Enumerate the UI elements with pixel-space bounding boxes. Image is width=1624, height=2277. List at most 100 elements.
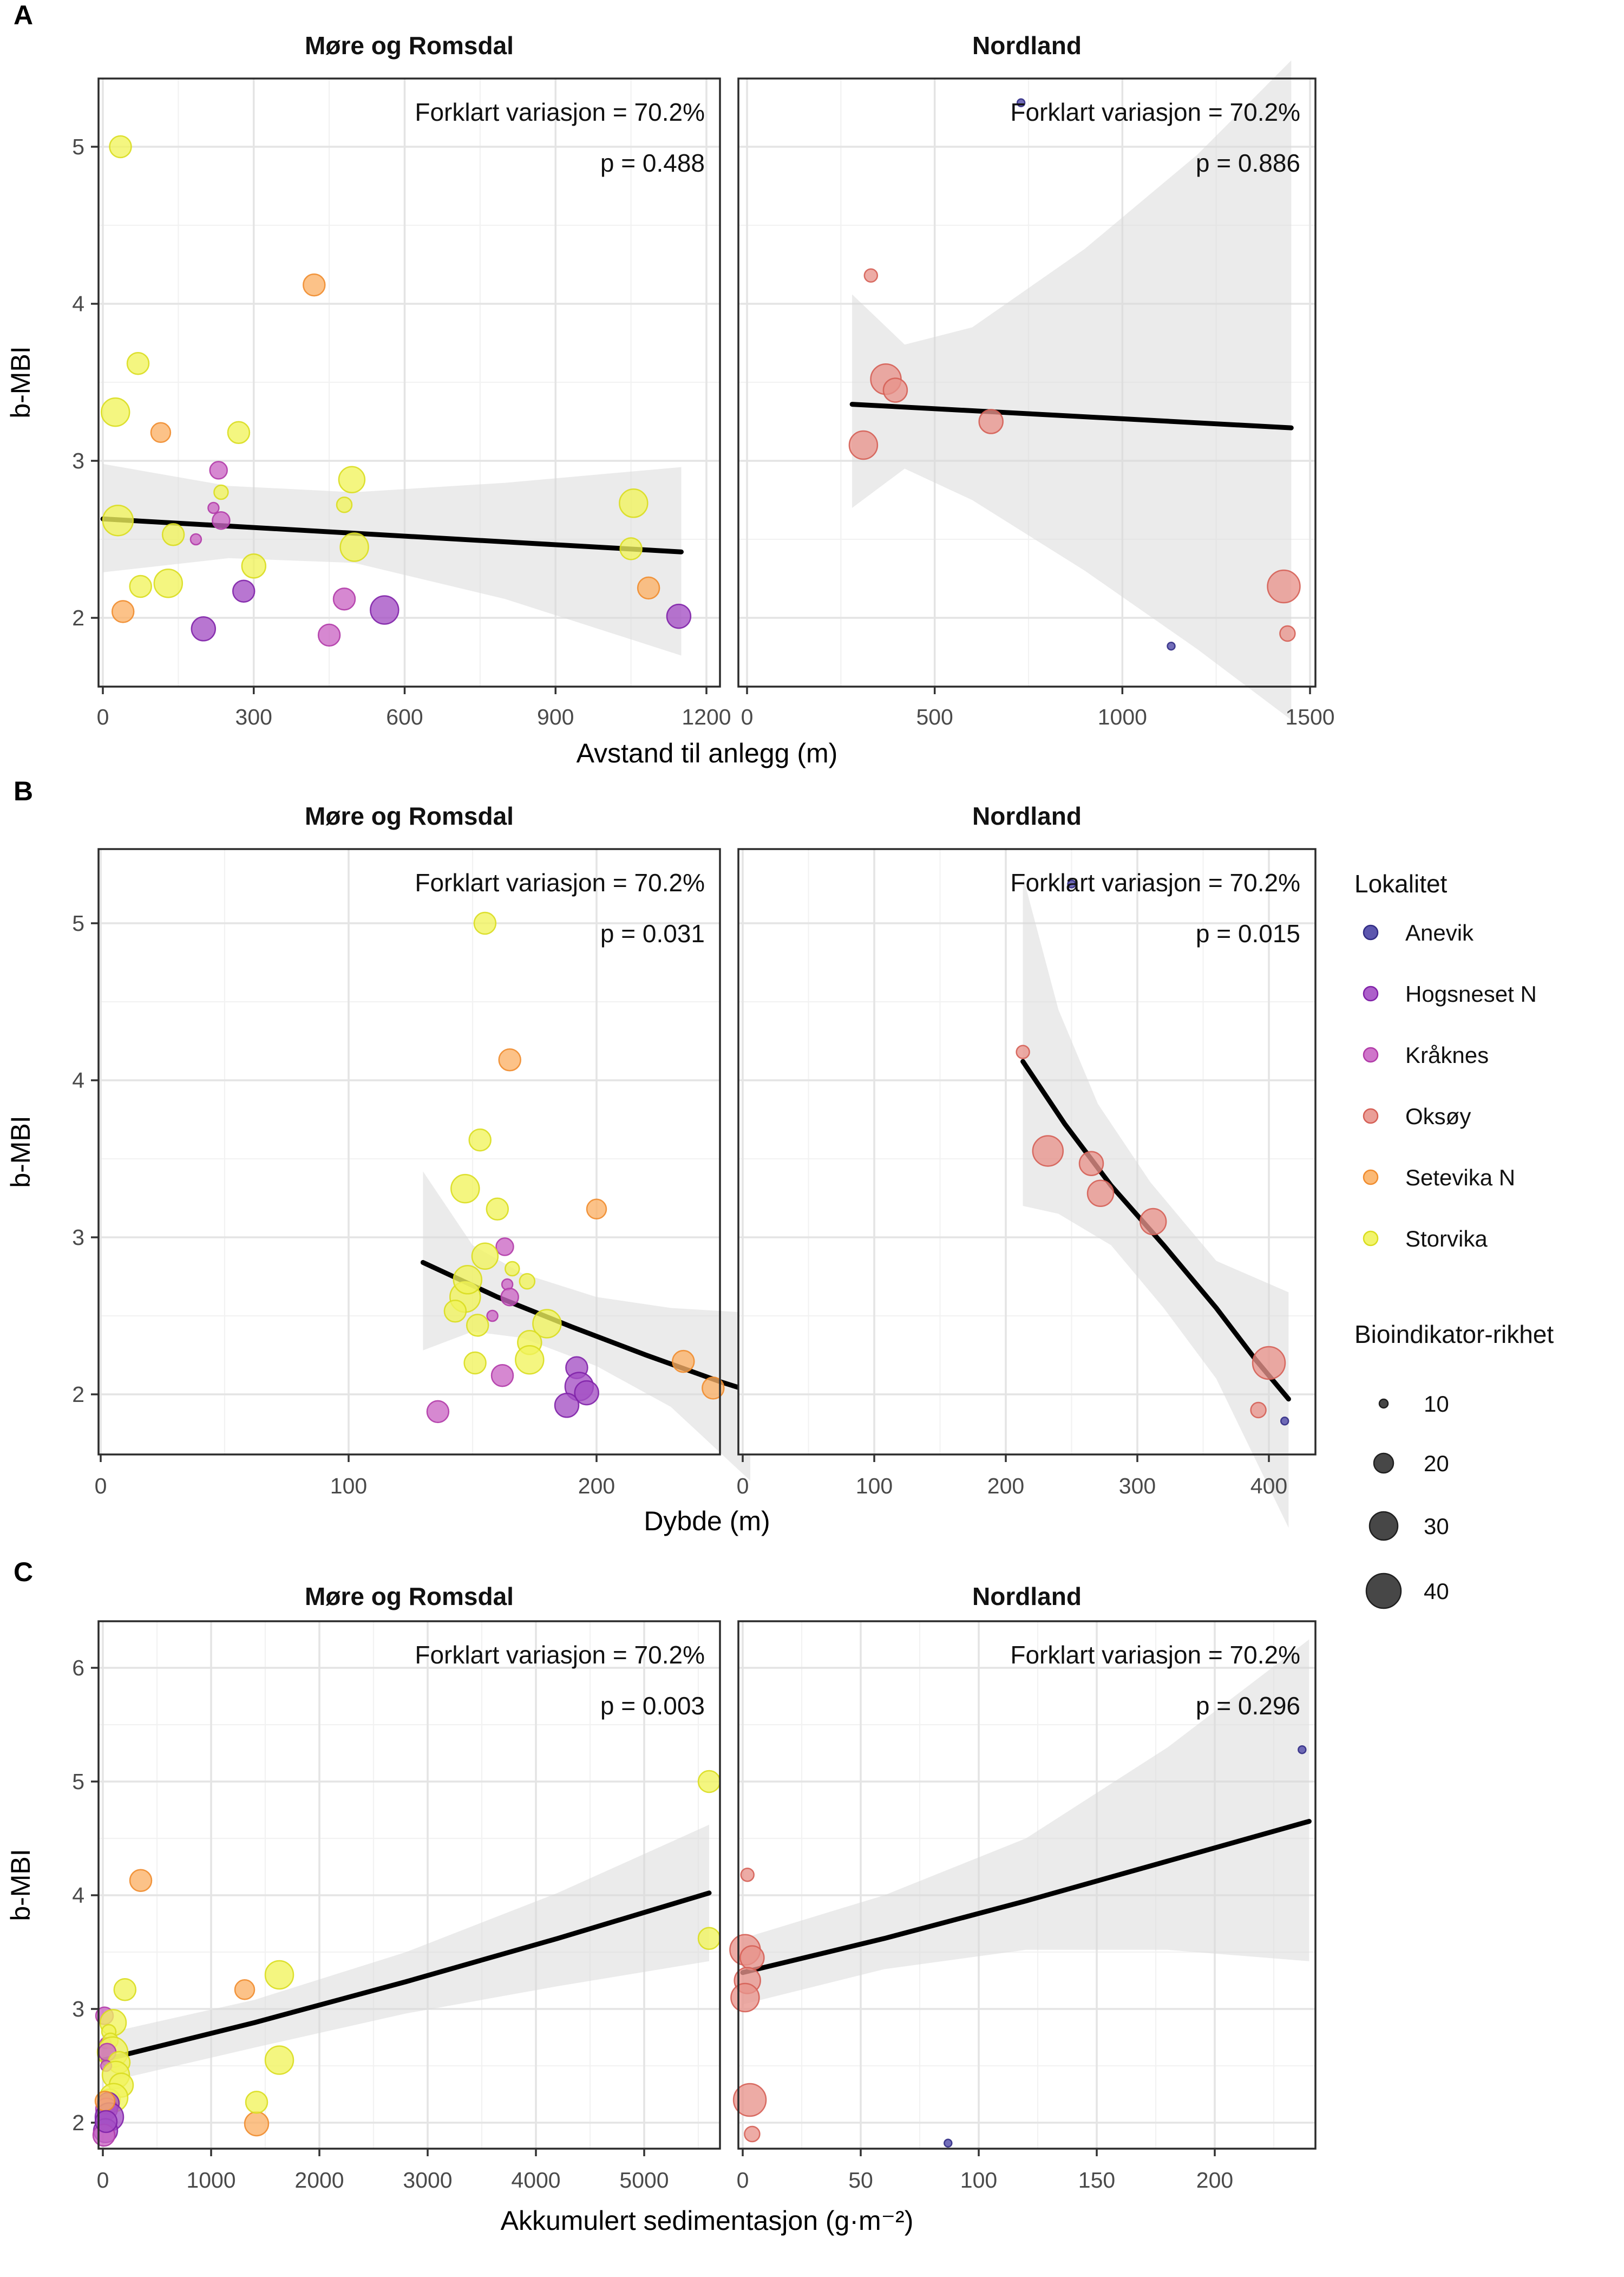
legend-item-anevik: Anevik xyxy=(1363,920,1474,945)
data-point-hogsneset xyxy=(554,1393,580,1418)
data-point-storvika xyxy=(126,351,150,375)
data-point-setevika xyxy=(234,1979,256,2000)
data-point-storvika xyxy=(519,1273,536,1290)
legend-item-label: Storvika xyxy=(1405,1226,1488,1251)
data-point-storvika xyxy=(515,1345,545,1375)
legend-item-label: Anevik xyxy=(1405,920,1474,945)
legend-key-dot-oksoy xyxy=(1363,1108,1379,1124)
annotation-pvalue: p = 0.296 xyxy=(1196,1692,1300,1720)
data-point-kraknes xyxy=(212,511,231,530)
data-point-oksoy xyxy=(739,1945,765,1971)
data-point-oksoy xyxy=(1252,1346,1286,1380)
legend-item-hogsneset: Hogsneset N xyxy=(1363,981,1537,1007)
data-point-storvika xyxy=(532,1309,562,1339)
x-tick-label: 900 xyxy=(537,704,574,729)
legend-item-setevika: Setevika N xyxy=(1363,1165,1515,1190)
y-tick-label: 5 xyxy=(72,134,84,159)
legend-item-label: Oksøy xyxy=(1405,1104,1471,1129)
size-legend-item-label: 20 xyxy=(1424,1451,1449,1476)
y-axis-title-B: b-MBI xyxy=(5,1115,36,1188)
data-point-oksoy xyxy=(1139,1208,1167,1236)
legend-key-dot-kraknes xyxy=(1363,1047,1379,1063)
size-legend-item-30: 30 xyxy=(1368,1511,1449,1541)
x-tick-label: 50 xyxy=(848,2168,873,2193)
x-axis-title-B: Dybde (m) xyxy=(644,1506,770,1536)
panel-border xyxy=(97,1620,721,2150)
annotation-variance: Forklart variasjon = 70.2% xyxy=(415,98,705,126)
x-tick-label: 0 xyxy=(95,1473,107,1498)
y-tick-label: 4 xyxy=(72,1068,84,1093)
data-point-storvika xyxy=(339,532,369,562)
data-point-hogsneset xyxy=(574,1380,599,1406)
annotation-variance: Forklart variasjon = 70.2% xyxy=(1010,1641,1300,1669)
data-point-storvika xyxy=(100,397,130,427)
legend-item-storvika: Storvika xyxy=(1363,1226,1488,1251)
data-point-storvika xyxy=(153,568,184,598)
x-tick-label: 400 xyxy=(1250,1473,1287,1498)
panel-border xyxy=(97,848,721,1456)
legend-item-oksoy: Oksøy xyxy=(1363,1104,1471,1129)
data-point-storvika xyxy=(336,496,353,513)
legend-key-dot-storvika xyxy=(1363,1230,1379,1247)
regression-line xyxy=(740,1819,1312,1975)
data-point-kraknes xyxy=(332,587,356,611)
data-point-storvika xyxy=(109,135,132,159)
data-point-storvika xyxy=(443,1300,467,1323)
y-axis-title-C: b-MBI xyxy=(5,1849,36,1921)
data-point-oksoy xyxy=(1279,625,1296,642)
data-point-oksoy xyxy=(1267,569,1301,604)
y-tick-label: 6 xyxy=(72,1655,84,1680)
data-point-hogsneset xyxy=(666,603,692,629)
y-tick-label: 2 xyxy=(72,1382,84,1407)
y-tick-label: 3 xyxy=(72,448,84,473)
data-point-storvika xyxy=(619,537,643,560)
size-legend-key-circle xyxy=(1365,1573,1402,1609)
x-tick-label: 1500 xyxy=(1285,704,1334,729)
y-tick-label: 5 xyxy=(72,911,84,936)
data-point-oksoy xyxy=(978,409,1004,434)
data-point-storvika xyxy=(241,553,267,579)
data-point-storvika xyxy=(619,488,649,518)
regression-line xyxy=(100,1890,712,2063)
data-point-oksoy xyxy=(863,268,879,283)
x-tick-label: 100 xyxy=(960,2168,997,2193)
x-tick-label: 200 xyxy=(1196,2168,1233,2193)
panel-border xyxy=(737,77,1317,688)
x-tick-label: 0 xyxy=(97,704,109,729)
y-tick-label: 3 xyxy=(72,1997,84,2021)
x-tick-label: 1200 xyxy=(682,704,731,729)
x-tick-label: 100 xyxy=(330,1473,367,1498)
data-point-kraknes xyxy=(486,1309,499,1322)
data-point-storvika xyxy=(227,421,251,445)
data-point-setevika xyxy=(672,1349,695,1373)
facet-title-B-left: Møre og Romsdal xyxy=(305,802,514,830)
data-point-storvika xyxy=(450,1173,480,1204)
data-point-kraknes xyxy=(189,533,202,546)
data-point-oksoy xyxy=(848,430,879,460)
data-point-oksoy xyxy=(1250,1401,1267,1419)
y-tick-label: 5 xyxy=(72,1769,84,1794)
annotation-pvalue: p = 0.488 xyxy=(600,149,705,177)
data-point-hogsneset xyxy=(94,2110,118,2134)
data-point-anevik xyxy=(1067,879,1076,889)
data-point-storvika xyxy=(102,504,134,537)
data-point-anevik xyxy=(1280,1417,1289,1426)
data-point-hogsneset xyxy=(191,616,217,642)
annotation-variance: Forklart variasjon = 70.2% xyxy=(1010,98,1300,126)
data-point-storvika xyxy=(697,1927,721,1950)
panel-border xyxy=(97,77,721,688)
data-point-kraknes xyxy=(207,501,220,514)
data-point-storvika xyxy=(463,1351,487,1375)
y-tick-label: 3 xyxy=(72,1225,84,1250)
data-point-oksoy xyxy=(1016,1045,1030,1060)
x-tick-label: 1000 xyxy=(1098,704,1147,729)
size-legend-item-20: 20 xyxy=(1373,1451,1449,1476)
data-point-oksoy xyxy=(732,2083,767,2117)
data-point-storvika xyxy=(113,1978,137,2001)
y-tick-label: 4 xyxy=(72,291,84,316)
panel-B-right: Forklart variasjon = 70.2% p = 0.015 0 100 2… xyxy=(737,848,1317,1528)
data-point-setevika xyxy=(111,600,135,623)
panel-border xyxy=(737,1620,1317,2150)
panel-row-label-A: A xyxy=(14,0,33,30)
x-tick-label: 0 xyxy=(97,2168,109,2193)
